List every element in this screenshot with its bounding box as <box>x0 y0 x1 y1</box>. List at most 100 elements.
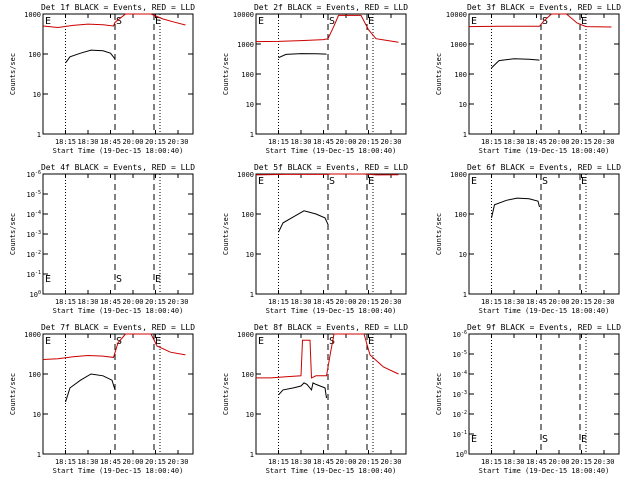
x-tick-label: 20:00 <box>548 458 569 466</box>
y-tick-label: 10-3 <box>27 230 41 239</box>
y-tick-label: 1000 <box>24 331 41 339</box>
x-tick-label: 20:00 <box>335 298 356 306</box>
panel-title: Det 8f BLACK = Events, RED = LLD <box>254 323 408 332</box>
x-tick-label: 20:30 <box>380 138 401 146</box>
y-tick-label: 100 <box>454 211 467 219</box>
y-tick-label: 1000 <box>24 11 41 19</box>
panel-title: Det 2f BLACK = Events, RED = LLD <box>254 3 408 12</box>
lld-series-line <box>42 333 186 360</box>
y-tick-label: 1000 <box>450 171 467 179</box>
panel-det-5: Det 5f BLACK = Events, RED = LLD 1 10 100 10… <box>222 163 408 315</box>
lld-series-line <box>256 333 399 379</box>
x-tick-label: 18:30 <box>77 458 98 466</box>
x-tick-label: 18:15 <box>55 138 76 146</box>
x-tick-label: 18:45 <box>100 298 121 306</box>
y-tick-label: 10000 <box>233 11 254 19</box>
x-tick-label: 18:15 <box>481 138 502 146</box>
event-marker-e: E <box>581 434 587 445</box>
x-tick-label: 20:15 <box>571 458 592 466</box>
y-tick-label: 10-5 <box>27 190 41 199</box>
y-tick-label: 10 <box>246 101 254 109</box>
x-tick-label: 18:15 <box>55 298 76 306</box>
event-marker-e: E <box>368 336 374 347</box>
y-tick-label: 10-5 <box>453 350 467 359</box>
panel-title: Det 1f BLACK = Events, RED = LLD <box>41 3 195 12</box>
x-tick-label: 20:30 <box>167 298 188 306</box>
y-axis-label: Counts/sec <box>435 373 443 415</box>
event-marker-e: E <box>471 176 477 187</box>
x-tick-label: 20:30 <box>593 298 614 306</box>
x-tick-label: 18:15 <box>268 138 289 146</box>
x-tick-label: 18:30 <box>503 298 524 306</box>
plot-frame <box>468 173 620 295</box>
y-tick-label: 100 <box>241 71 254 79</box>
panel-det-4: Det 4f BLACK = Events, RED = LLD 100 10-1 1… <box>9 163 195 315</box>
y-tick-label: 100 <box>28 51 41 59</box>
y-tick-label: 10-2 <box>27 250 41 259</box>
events-series-line <box>278 53 327 59</box>
x-tick-label: 18:45 <box>313 458 334 466</box>
plot-frame <box>42 333 194 455</box>
x-axis-label: Start Time (19-Dec-15 18:00:40) <box>53 467 184 475</box>
x-tick-label: 20:15 <box>145 298 166 306</box>
x-tick-label: 20:15 <box>358 298 379 306</box>
panel-det-3: Det 3f BLACK = Events, RED = LLD 1 10 100 10… <box>435 3 621 155</box>
y-tick-label: 1 <box>37 451 41 459</box>
y-tick-label: 1 <box>250 291 254 299</box>
event-marker-e: E <box>258 336 264 347</box>
y-tick-label: 10 <box>246 411 254 419</box>
event-marker-s: S <box>329 176 335 187</box>
x-tick-label: 18:45 <box>526 138 547 146</box>
y-tick-label: 10 <box>33 91 41 99</box>
x-tick-label: 18:15 <box>55 458 76 466</box>
y-tick-label: 10000 <box>446 11 467 19</box>
x-tick-label: 18:15 <box>268 298 289 306</box>
panel-title: Det 4f BLACK = Events, RED = LLD <box>41 163 195 172</box>
lld-series-line <box>255 173 399 176</box>
x-tick-label: 20:30 <box>167 458 188 466</box>
event-marker-e: E <box>368 16 374 27</box>
panel-det-1: Det 1f BLACK = Events, RED = LLD 1 10 100 10… <box>9 3 195 155</box>
x-tick-label: 18:45 <box>313 298 334 306</box>
panel-det-9: Det 9f BLACK = Events, RED = LLD 100 10-1 1… <box>435 323 621 475</box>
y-axis-label: Counts/sec <box>9 373 17 415</box>
x-tick-label: 20:30 <box>593 458 614 466</box>
x-tick-label: 20:15 <box>571 298 592 306</box>
y-axis-label: Counts/sec <box>435 213 443 255</box>
x-axis-label: Start Time (19-Dec-15 18:00:40) <box>479 467 610 475</box>
x-tick-label: 20:00 <box>335 458 356 466</box>
y-axis-label: Counts/sec <box>435 53 443 95</box>
panel-det-6: Det 6f BLACK = Events, RED = LLD 1 10 100 10… <box>435 163 621 315</box>
x-tick-label: 18:45 <box>526 298 547 306</box>
lld-series-line <box>255 14 399 43</box>
x-tick-label: 20:00 <box>548 298 569 306</box>
x-axis-label: Start Time (19-Dec-15 18:00:40) <box>53 147 184 155</box>
event-marker-s: S <box>542 176 548 187</box>
event-marker-e: E <box>471 16 477 27</box>
x-tick-label: 20:30 <box>593 138 614 146</box>
event-marker-e: E <box>45 336 51 347</box>
y-tick-label: 10-4 <box>27 210 41 219</box>
y-tick-label: 1 <box>250 131 254 139</box>
x-tick-label: 20:30 <box>380 458 401 466</box>
x-tick-label: 18:15 <box>481 298 502 306</box>
y-tick-label: 100 <box>241 371 254 379</box>
x-tick-label: 20:15 <box>358 138 379 146</box>
y-tick-label: 10 <box>246 251 254 259</box>
y-tick-label: 100 <box>241 211 254 219</box>
panel-title: Det 9f BLACK = Events, RED = LLD <box>467 323 621 332</box>
x-tick-label: 18:30 <box>77 298 98 306</box>
x-tick-label: 18:45 <box>526 458 547 466</box>
x-tick-label: 18:30 <box>503 458 524 466</box>
lld-series-line <box>42 13 186 29</box>
y-axis-label: Counts/sec <box>222 373 230 415</box>
x-tick-label: 20:15 <box>358 458 379 466</box>
y-tick-label: 10 <box>459 101 467 109</box>
y-tick-label: 10-6 <box>27 170 41 179</box>
x-tick-label: 20:00 <box>122 458 143 466</box>
x-axis-label: Start Time (19-Dec-15 18:00:40) <box>53 307 184 315</box>
events-series-line <box>491 58 540 69</box>
y-tick-label: 100 <box>28 371 41 379</box>
y-tick-label: 1000 <box>237 171 254 179</box>
event-marker-e: E <box>581 16 587 27</box>
